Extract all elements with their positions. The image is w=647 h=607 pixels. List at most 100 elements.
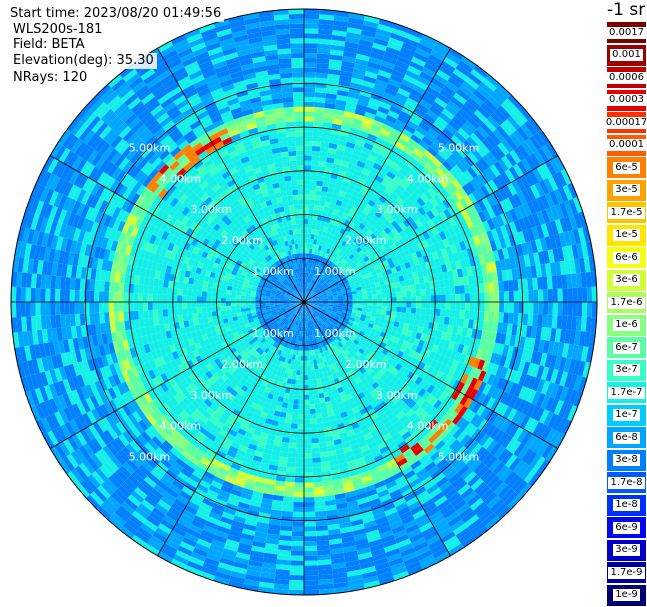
field-cell [351, 224, 359, 231]
field-cell [143, 519, 158, 532]
field-cell [581, 242, 589, 258]
field-cell [388, 335, 396, 342]
field-cell [91, 437, 103, 452]
field-cell [286, 321, 291, 327]
field-cell [312, 457, 321, 463]
field-cell [426, 384, 436, 394]
field-cell [287, 403, 294, 409]
field-cell [510, 477, 525, 492]
field-cell [430, 142, 442, 154]
field-cell [455, 302, 461, 311]
field-cell [480, 263, 488, 274]
field-cell [410, 373, 419, 383]
field-cell [529, 436, 541, 451]
field-cell [196, 538, 212, 549]
field-cell [293, 335, 297, 341]
field-cell [371, 260, 378, 267]
field-cell [405, 496, 419, 507]
field-cell [535, 326, 542, 340]
field-cell [383, 355, 391, 363]
field-cell [504, 197, 514, 211]
field-cell [258, 467, 269, 474]
field-cell [535, 351, 543, 366]
field-cell [343, 319, 349, 325]
field-cell [335, 497, 347, 505]
field-cell [316, 333, 320, 339]
field-cell [419, 347, 428, 356]
field-cell [290, 545, 304, 552]
field-cell [403, 274, 410, 281]
field-cell [290, 560, 304, 566]
field-cell [317, 343, 322, 349]
field-cell [497, 158, 509, 172]
field-cell [385, 310, 392, 316]
field-cell [341, 312, 347, 316]
field-cell [431, 329, 438, 338]
field-cell [122, 431, 134, 444]
field-cell [431, 184, 441, 195]
field-cell [243, 348, 250, 355]
field-cell [325, 504, 337, 511]
field-cell [277, 327, 283, 333]
field-cell [268, 315, 274, 320]
field-cell [261, 457, 271, 465]
field-cell [326, 266, 332, 272]
field-cell [369, 412, 379, 421]
field-cell [317, 295, 323, 299]
field-cell [307, 321, 310, 327]
field-cell [366, 420, 375, 429]
field-cell [310, 325, 314, 331]
field-cell [331, 557, 346, 565]
field-cell [307, 311, 310, 316]
field-cell [372, 243, 380, 251]
field-cell [421, 167, 432, 178]
field-cell [455, 64, 471, 77]
field-cell [363, 15, 380, 24]
field-cell [418, 453, 431, 464]
field-cell [405, 97, 419, 108]
field-cell [383, 476, 395, 485]
field-cell [103, 389, 113, 402]
field-cell [370, 316, 376, 321]
field-cell [428, 244, 437, 253]
field-cell [360, 200, 368, 208]
field-cell [292, 307, 297, 312]
field-cell [318, 299, 324, 302]
field-cell [236, 338, 243, 345]
field-cell [320, 362, 326, 369]
field-cell [270, 373, 276, 380]
field-cell [338, 190, 347, 198]
field-cell [357, 177, 367, 185]
field-cell [304, 380, 309, 386]
field-cell [462, 452, 475, 465]
field-cell [377, 424, 387, 434]
field-cell [379, 373, 388, 382]
field-cell [450, 302, 456, 310]
field-cell [304, 462, 313, 469]
field-cell [156, 365, 165, 376]
field-cell [322, 269, 327, 275]
field-cell [313, 312, 318, 317]
field-cell [294, 325, 298, 331]
field-cell [443, 208, 453, 219]
field-cell [434, 551, 451, 564]
field-cell [367, 408, 376, 417]
field-cell [456, 371, 465, 382]
field-cell [421, 498, 435, 510]
field-cell [368, 128, 380, 137]
field-cell [339, 70, 353, 78]
field-cell [339, 316, 346, 320]
field-cell [289, 437, 297, 444]
field-cell [391, 302, 397, 307]
field-cell [301, 336, 304, 342]
field-cell [252, 490, 264, 498]
field-cell [371, 309, 377, 314]
field-cell [240, 492, 253, 501]
field-cell [308, 303, 313, 307]
field-cell [349, 194, 358, 202]
field-cell [300, 360, 304, 366]
field-cell [478, 141, 490, 155]
field-cell [561, 274, 568, 289]
field-cell [170, 558, 187, 570]
field-cell [216, 566, 232, 576]
